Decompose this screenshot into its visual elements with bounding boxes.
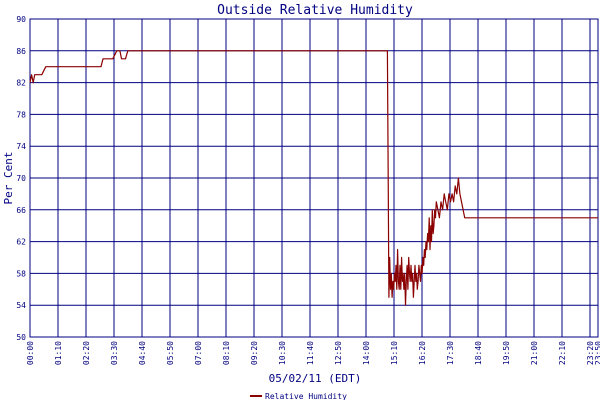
x-tick-label: 14:00 (362, 341, 371, 365)
x-tick-label: 09:20 (250, 341, 259, 365)
x-tick-label: 15:10 (390, 341, 399, 365)
x-tick-label: 00:00 (26, 341, 35, 365)
x-tick-label: 21:00 (530, 341, 539, 365)
x-tick-label: 12:50 (334, 341, 343, 365)
x-tick-label: 17:30 (446, 341, 455, 365)
x-tick-label: 16:20 (418, 341, 427, 365)
y-tick-label: 58 (16, 269, 26, 278)
x-tick-label: 11:40 (306, 341, 315, 365)
x-tick-label: 03:30 (110, 341, 119, 365)
x-tick-label: 07:00 (194, 341, 203, 365)
x-tick-label: 23:20 (586, 341, 595, 365)
y-tick-label: 74 (16, 142, 26, 151)
x-tick-label: 19:50 (502, 341, 511, 365)
x-tick-label: 05:50 (166, 341, 175, 365)
x-tick-label: 04:40 (138, 341, 147, 365)
y-tick-label: 66 (16, 206, 26, 215)
x-tick-label: 18:40 (474, 341, 483, 365)
y-axis-title: Per Cent (2, 152, 15, 205)
series-layer (29, 50, 598, 306)
y-tick-label: 86 (16, 47, 26, 56)
y-tick-label: 82 (16, 79, 26, 88)
tick-layer: 50 54 58 62 66 70 74 78 82 86 90 00:00 01:10 02:20 03:… (16, 15, 600, 365)
y-tick-label: 62 (16, 238, 26, 247)
x-tick-label: 02:20 (82, 341, 91, 365)
series-line-relative-humidity (29, 50, 598, 306)
x-axis-title: 05/02/11 (EDT) (269, 372, 362, 385)
legend-label: Relative Humidity (265, 392, 347, 400)
y-tick-label: 70 (16, 174, 26, 183)
x-tick-label: 22:10 (558, 341, 567, 365)
x-tick-label: 10:30 (278, 341, 287, 365)
x-tick-label: 23:50 (594, 341, 600, 365)
y-tick-label: 50 (16, 333, 26, 342)
y-tick-label: 54 (16, 301, 26, 310)
y-tick-label: 78 (16, 110, 26, 119)
grid-layer (29, 18, 599, 338)
x-tick-label: 01:10 (54, 341, 63, 365)
legend: Relative Humidity (250, 392, 347, 400)
y-tick-label: 90 (16, 15, 26, 24)
chart-title: Outside Relative Humidity (217, 3, 413, 18)
x-tick-label: 08:10 (222, 341, 231, 365)
